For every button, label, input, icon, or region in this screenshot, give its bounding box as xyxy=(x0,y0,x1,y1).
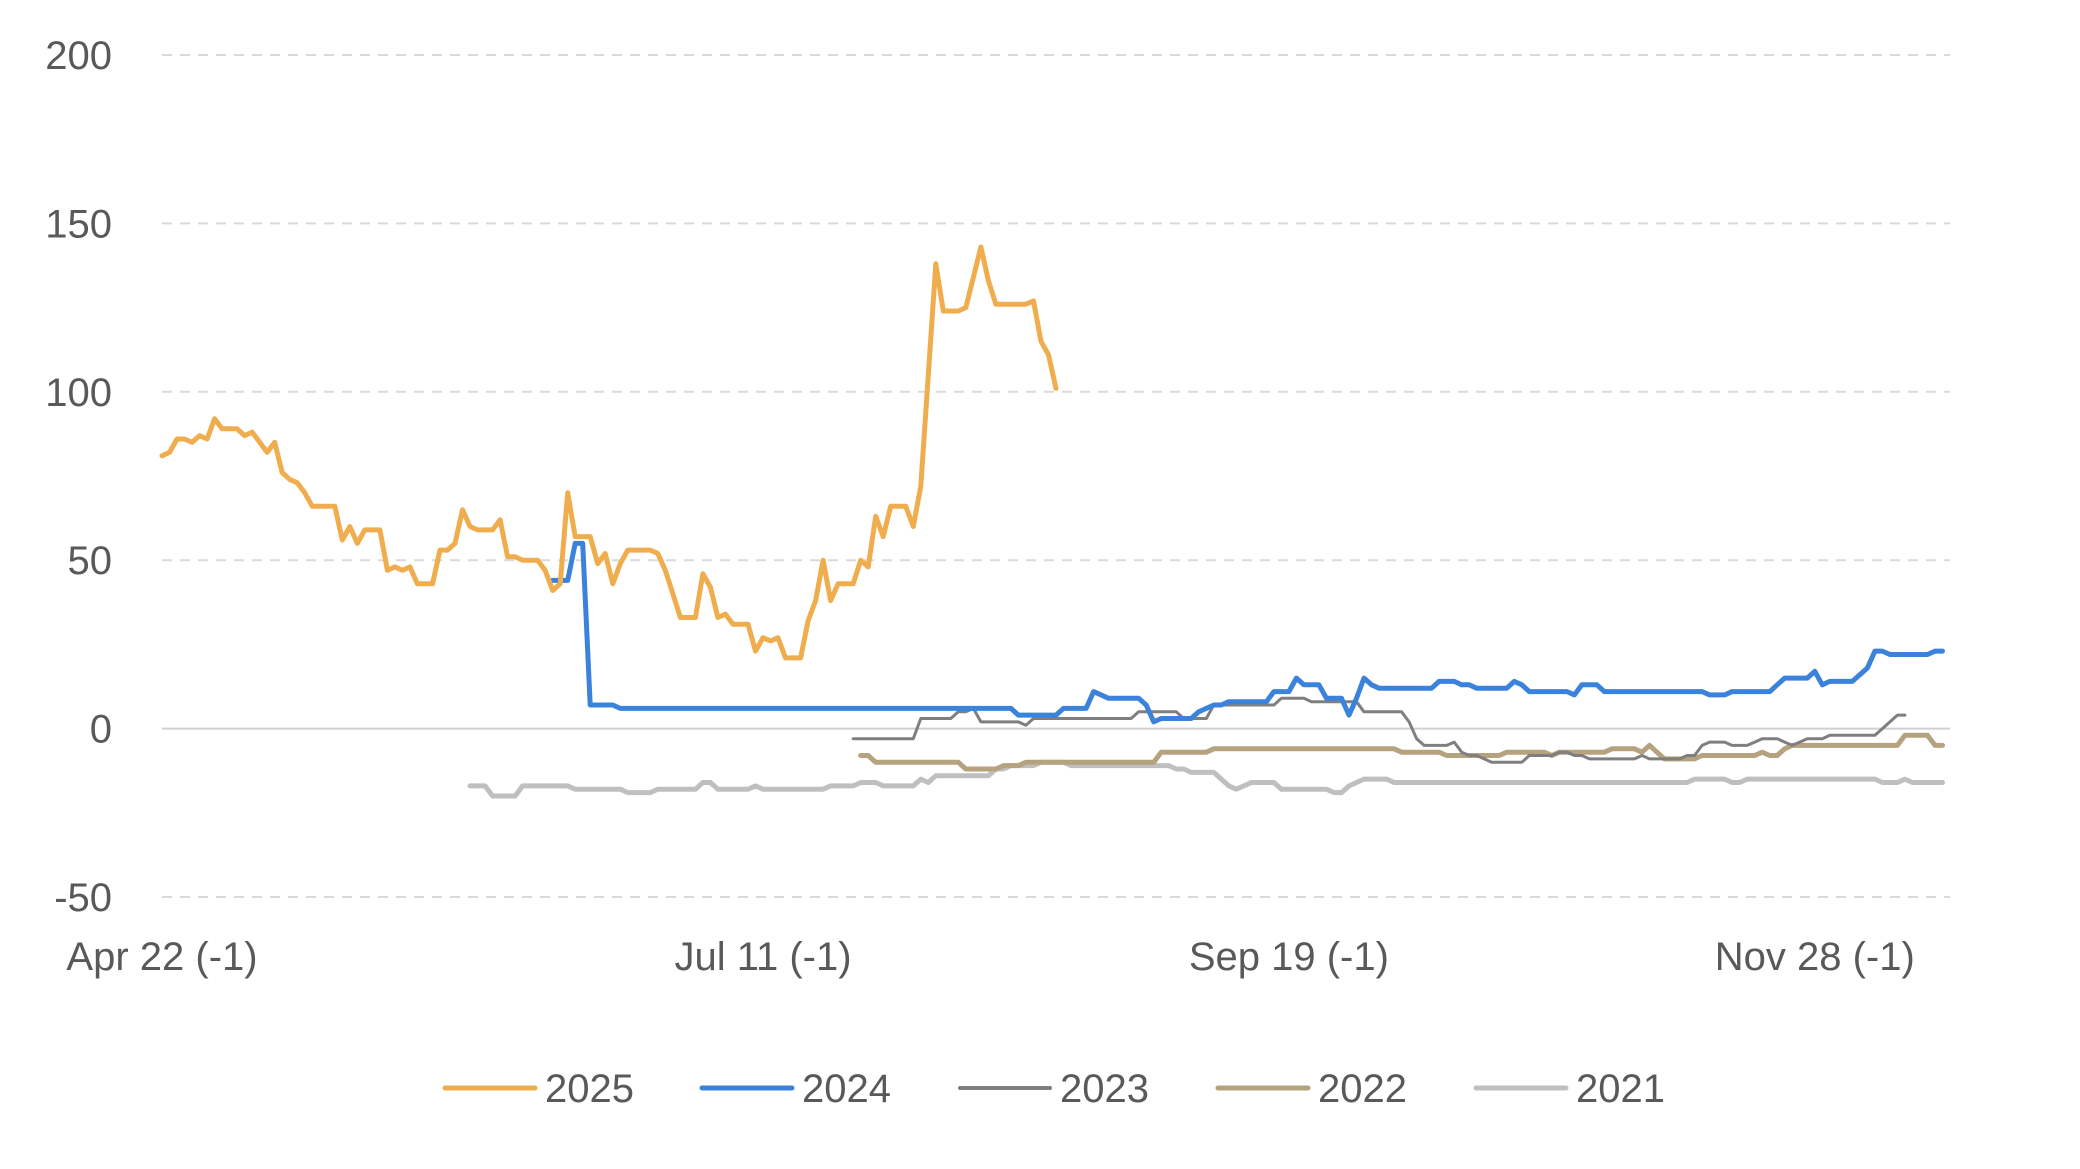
series-line-2024 xyxy=(550,540,1945,725)
x-tick-label: Sep 19 (-1) xyxy=(1189,935,1389,979)
y-axis-ticks: 200 150 100 50 0 -50 xyxy=(45,34,112,920)
y-tick-label: 0 xyxy=(90,708,112,752)
x-axis-ticks: Apr 22 (-1) Jul 11 (-1) Sep 19 (-1) Nov 28 … xyxy=(66,935,1914,979)
series-line-2022 xyxy=(858,732,1945,772)
legend-label-2021: 2021 xyxy=(1576,1067,1665,1111)
legend-label-2024: 2024 xyxy=(802,1067,891,1111)
series-line-2021 xyxy=(467,759,1945,799)
legend-label-2023: 2023 xyxy=(1060,1067,1149,1111)
y-tick-label: 200 xyxy=(45,34,112,78)
gridlines xyxy=(162,54,1950,898)
y-tick-label: 50 xyxy=(68,539,113,583)
x-tick-label: Apr 22 (-1) xyxy=(66,935,257,979)
series-line-2025 xyxy=(159,244,1059,661)
y-tick-label: -50 xyxy=(54,876,112,920)
y-tick-label: 100 xyxy=(45,371,112,415)
y-tick-label: 150 xyxy=(45,202,112,246)
legend-label-2022: 2022 xyxy=(1318,1067,1407,1111)
x-tick-label: Jul 11 (-1) xyxy=(674,935,851,979)
legend-label-2025: 2025 xyxy=(545,1067,634,1111)
x-tick-label: Nov 28 (-1) xyxy=(1715,935,1915,979)
legend: 2025 2024 2023 2022 2021 xyxy=(442,1067,1665,1111)
series-line-2023 xyxy=(851,696,1907,764)
series-lines xyxy=(159,244,1945,799)
